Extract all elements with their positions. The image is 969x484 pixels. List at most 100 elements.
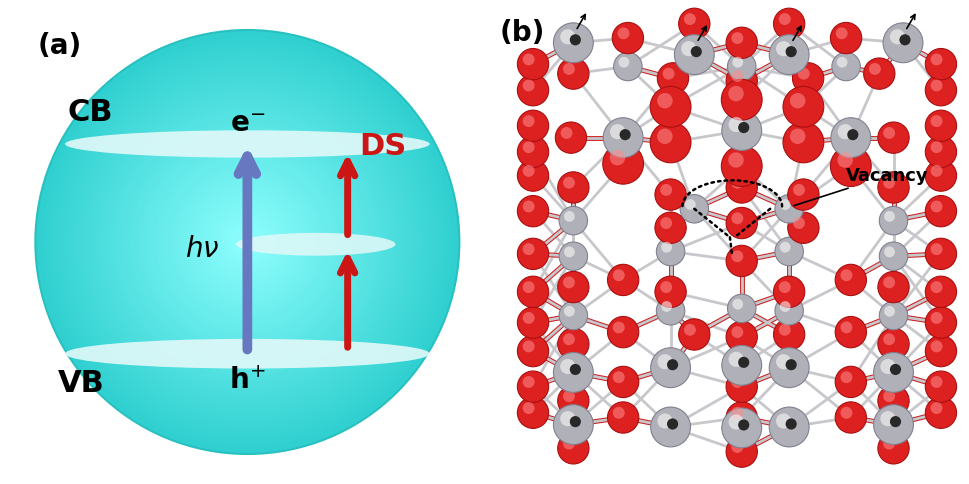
- Circle shape: [522, 402, 534, 414]
- Circle shape: [649, 87, 690, 127]
- Circle shape: [878, 301, 907, 330]
- Circle shape: [775, 413, 791, 428]
- Circle shape: [775, 354, 791, 369]
- Circle shape: [797, 68, 809, 79]
- Circle shape: [721, 146, 762, 186]
- Circle shape: [929, 200, 942, 212]
- Circle shape: [230, 224, 265, 260]
- Circle shape: [522, 115, 534, 127]
- Circle shape: [116, 111, 378, 373]
- Circle shape: [880, 359, 894, 374]
- Text: Vacancy: Vacancy: [794, 166, 927, 206]
- Circle shape: [889, 416, 900, 427]
- Circle shape: [732, 299, 742, 310]
- Circle shape: [557, 172, 588, 203]
- Circle shape: [109, 104, 385, 380]
- Text: e$^{-}$: e$^{-}$: [230, 110, 265, 138]
- Circle shape: [522, 200, 534, 212]
- Circle shape: [560, 127, 572, 139]
- Circle shape: [924, 397, 955, 428]
- Circle shape: [882, 127, 894, 139]
- Circle shape: [611, 22, 642, 54]
- Circle shape: [726, 321, 757, 352]
- Circle shape: [726, 245, 757, 277]
- Circle shape: [726, 436, 757, 468]
- Circle shape: [929, 115, 942, 127]
- Circle shape: [602, 143, 642, 184]
- Circle shape: [883, 211, 894, 222]
- Circle shape: [131, 125, 363, 359]
- Circle shape: [924, 335, 955, 367]
- Circle shape: [792, 63, 823, 94]
- Circle shape: [778, 13, 790, 25]
- Circle shape: [219, 214, 275, 270]
- Circle shape: [727, 52, 755, 81]
- Circle shape: [569, 416, 580, 427]
- Circle shape: [728, 414, 743, 429]
- Circle shape: [516, 196, 548, 227]
- Circle shape: [727, 294, 755, 323]
- Circle shape: [787, 212, 818, 243]
- Circle shape: [563, 246, 575, 257]
- Circle shape: [678, 319, 709, 350]
- Circle shape: [562, 177, 575, 189]
- Circle shape: [124, 118, 370, 366]
- Circle shape: [779, 199, 790, 210]
- Circle shape: [782, 87, 823, 127]
- Circle shape: [166, 161, 328, 323]
- Circle shape: [684, 199, 695, 210]
- Text: $h\nu$: $h\nu$: [184, 235, 219, 263]
- Circle shape: [81, 76, 413, 408]
- Circle shape: [680, 41, 696, 56]
- Circle shape: [868, 63, 880, 75]
- Circle shape: [898, 34, 910, 45]
- Circle shape: [78, 73, 417, 411]
- Circle shape: [180, 175, 314, 309]
- Circle shape: [202, 196, 293, 288]
- Circle shape: [789, 129, 804, 144]
- Circle shape: [831, 52, 860, 81]
- Circle shape: [120, 115, 374, 369]
- Circle shape: [39, 33, 455, 451]
- Circle shape: [64, 58, 430, 426]
- Circle shape: [880, 411, 894, 426]
- Circle shape: [657, 354, 672, 369]
- Circle shape: [522, 340, 534, 352]
- Circle shape: [787, 179, 818, 210]
- Circle shape: [138, 133, 357, 351]
- Circle shape: [829, 22, 860, 54]
- Circle shape: [846, 129, 858, 140]
- Circle shape: [731, 376, 742, 388]
- Circle shape: [728, 152, 743, 168]
- Circle shape: [233, 228, 262, 256]
- Circle shape: [92, 87, 402, 397]
- Circle shape: [656, 129, 672, 144]
- Circle shape: [662, 68, 673, 79]
- Circle shape: [877, 122, 908, 153]
- Circle shape: [103, 97, 391, 387]
- Circle shape: [215, 210, 279, 274]
- Circle shape: [173, 168, 321, 316]
- Circle shape: [839, 269, 852, 281]
- Circle shape: [106, 101, 389, 383]
- Circle shape: [152, 147, 342, 337]
- Text: (a): (a): [38, 32, 81, 60]
- Circle shape: [71, 65, 423, 419]
- Circle shape: [924, 48, 955, 80]
- Circle shape: [43, 37, 452, 447]
- Circle shape: [836, 57, 847, 68]
- Circle shape: [516, 238, 548, 270]
- Circle shape: [49, 44, 445, 440]
- Circle shape: [170, 164, 325, 320]
- Circle shape: [834, 366, 865, 397]
- Circle shape: [728, 352, 743, 367]
- Circle shape: [726, 402, 757, 433]
- Circle shape: [731, 212, 742, 224]
- Circle shape: [516, 335, 548, 367]
- Circle shape: [522, 376, 534, 388]
- Circle shape: [560, 29, 575, 45]
- Ellipse shape: [65, 339, 429, 368]
- Circle shape: [558, 242, 587, 271]
- Circle shape: [877, 172, 908, 203]
- Circle shape: [882, 438, 894, 450]
